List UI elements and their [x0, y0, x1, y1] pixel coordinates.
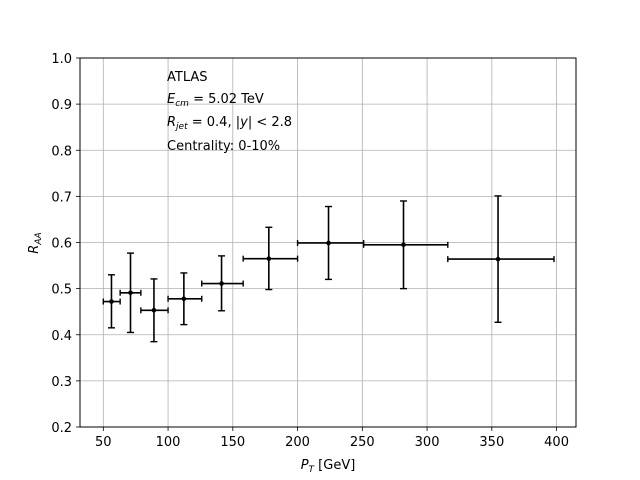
- annotation-radius-value: = 0.4, |: [188, 115, 240, 130]
- data-point-marker: [128, 290, 133, 296]
- annotation-rapidity-symbol: y: [239, 115, 248, 130]
- x-tick-label: 50: [95, 435, 112, 450]
- x-tick-label: 350: [479, 435, 504, 450]
- y-tick-label: 0.6: [51, 237, 72, 252]
- data-point-marker: [326, 240, 331, 246]
- x-axis-label: PT [GeV]: [301, 458, 356, 475]
- data-point-group: [140, 278, 169, 343]
- data-point-group: [296, 205, 365, 281]
- x-tick-label: 200: [285, 435, 310, 450]
- y-tick-label: 0.4: [51, 329, 72, 344]
- y-axis-label-subscript: AA: [34, 232, 44, 245]
- y-axis-label-symbol: R: [27, 245, 42, 254]
- annotation-experiment: ATLAS: [167, 70, 208, 85]
- x-tick-label: 400: [544, 435, 569, 450]
- annotation-radius-subscript: jet: [174, 122, 188, 132]
- x-axis-label-unit: [GeV]: [314, 458, 355, 473]
- annotation-jet-radius: Rjet = 0.4, |y| < 2.8: [167, 115, 292, 132]
- data-point-group: [242, 226, 299, 291]
- y-tick-label: 0.5: [51, 283, 72, 298]
- x-axis-label-subscript: T: [309, 465, 316, 475]
- data-point-marker: [495, 256, 501, 262]
- x-tick-label: 100: [156, 435, 181, 450]
- data-point-marker: [401, 242, 406, 248]
- data-point-marker: [109, 299, 114, 304]
- annotation-energy-value: = 5.02 TeV: [189, 92, 264, 107]
- data-marks: [102, 195, 555, 343]
- y-tick-label: 0.9: [51, 98, 72, 113]
- annotation-rapidity-value: | < 2.8: [248, 115, 292, 130]
- y-tick-label: 0.3: [51, 375, 72, 390]
- annotation-centrality: Centrality: 0-10%: [167, 139, 280, 154]
- x-tick-label: 250: [350, 435, 375, 450]
- y-tick-label: 0.7: [51, 190, 72, 205]
- data-point-marker: [151, 308, 157, 313]
- data-point-group: [119, 252, 142, 334]
- annotation-energy-symbol: E: [167, 92, 176, 107]
- y-tick-label: 1.0: [51, 52, 72, 67]
- x-tick-label: 150: [220, 435, 245, 450]
- data-point-marker: [266, 256, 272, 261]
- y-tick-label: 0.8: [51, 144, 72, 159]
- annotation-energy-subscript: cm: [175, 99, 189, 109]
- data-point-group: [102, 274, 121, 329]
- annotation-energy: Ecm = 5.02 TeV: [167, 92, 264, 109]
- y-tick-label: 0.2: [51, 421, 72, 436]
- data-point-group: [362, 200, 449, 290]
- data-point-marker: [219, 281, 224, 286]
- data-point-group: [447, 195, 555, 323]
- data-point-marker: [181, 296, 187, 302]
- data-point-group: [201, 255, 244, 312]
- y-axis-label: RAA: [27, 232, 44, 253]
- x-tick-label: 300: [415, 435, 440, 450]
- annotation-radius-symbol: R: [167, 115, 176, 130]
- axis-ticks: 50 100 150 200 250 300 350 400 0.2 0.3 0.4 0.5 0.6 0.…: [51, 52, 569, 450]
- data-point-group: [167, 272, 203, 326]
- x-axis-label-symbol: P: [301, 458, 309, 473]
